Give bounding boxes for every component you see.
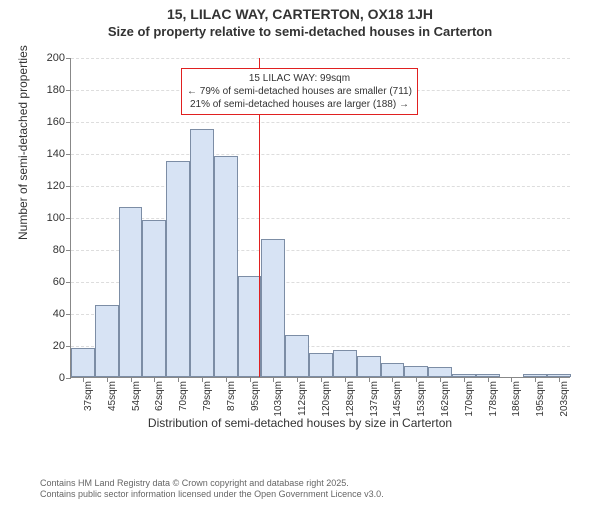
y-tick-label: 160 [47,116,65,128]
x-tick-label: 170sqm [464,381,475,417]
y-tick-label: 180 [47,84,65,96]
histogram-bar [285,335,309,377]
y-tick-mark [66,58,71,59]
y-tick-label: 80 [53,244,65,256]
annotation-line-larger: 21% of semi-detached houses are larger (… [187,98,412,111]
y-tick-label: 100 [47,212,65,224]
histogram-bar [95,305,119,377]
y-tick-mark [66,122,71,123]
histogram-bar [71,348,95,377]
y-tick-mark [66,282,71,283]
y-tick-label: 40 [53,308,65,320]
histogram-bar [166,161,190,377]
y-tick-label: 20 [53,340,65,352]
y-tick-mark [66,250,71,251]
x-tick-label: 112sqm [297,381,308,416]
y-tick-mark [66,154,71,155]
x-tick-label: 203sqm [559,381,570,417]
x-tick-label: 87sqm [226,381,237,411]
histogram-bar [428,367,452,377]
page-subtitle: Size of property relative to semi-detach… [0,24,600,39]
x-tick-label: 54sqm [131,381,142,411]
histogram-bar [381,363,405,377]
gridline [71,154,570,155]
plot-area: 02040608010012014016018020037sqm45sqm54s… [70,58,570,378]
y-tick-mark [66,90,71,91]
histogram-bar [214,156,238,377]
histogram-bar [119,207,143,377]
gridline [71,122,570,123]
page-title: 15, LILAC WAY, CARTERTON, OX18 1JH [0,6,600,22]
x-tick-label: 137sqm [369,381,380,417]
histogram-bar [404,366,428,377]
y-tick-label: 140 [47,148,65,160]
gridline [71,186,570,187]
x-tick-label: 95sqm [250,381,261,411]
histogram-bar [357,356,381,377]
x-tick-label: 128sqm [345,381,356,417]
x-tick-label: 195sqm [535,381,546,417]
x-tick-label: 162sqm [440,381,451,417]
y-axis-label: Number of semi-detached properties [16,45,30,240]
annotation-title: 15 LILAC WAY: 99sqm [187,72,412,85]
histogram-bar [190,129,214,377]
x-tick-label: 79sqm [202,381,213,411]
attribution-footer: Contains HM Land Registry data © Crown c… [40,478,384,500]
y-tick-mark [66,378,71,379]
x-tick-label: 186sqm [511,381,522,417]
y-tick-label: 120 [47,180,65,192]
histogram-bar [261,239,285,377]
y-tick-mark [66,314,71,315]
annotation-line-smaller: ← 79% of semi-detached houses are smalle… [187,85,412,98]
histogram-bar [333,350,357,377]
x-axis-label: Distribution of semi-detached houses by … [20,416,580,430]
histogram-bar [142,220,166,377]
y-tick-mark [66,346,71,347]
x-tick-label: 178sqm [488,381,499,417]
x-tick-label: 45sqm [107,381,118,411]
x-tick-label: 37sqm [83,381,94,411]
x-tick-label: 120sqm [321,381,332,417]
y-tick-label: 200 [47,52,65,64]
y-tick-label: 60 [53,276,65,288]
x-tick-label: 70sqm [178,381,189,411]
y-tick-mark [66,218,71,219]
gridline [71,218,570,219]
footer-line-1: Contains HM Land Registry data © Crown c… [40,478,384,489]
x-tick-label: 153sqm [416,381,427,417]
annotation-box: 15 LILAC WAY: 99sqm← 79% of semi-detache… [181,68,418,115]
histogram-bar [309,353,333,377]
y-tick-mark [66,186,71,187]
gridline [71,58,570,59]
footer-line-2: Contains public sector information licen… [40,489,384,500]
x-tick-label: 62sqm [154,381,165,411]
x-tick-label: 145sqm [392,381,403,417]
x-tick-label: 103sqm [273,381,284,417]
y-tick-label: 0 [59,372,65,384]
chart-container: Number of semi-detached properties 02040… [20,50,580,430]
